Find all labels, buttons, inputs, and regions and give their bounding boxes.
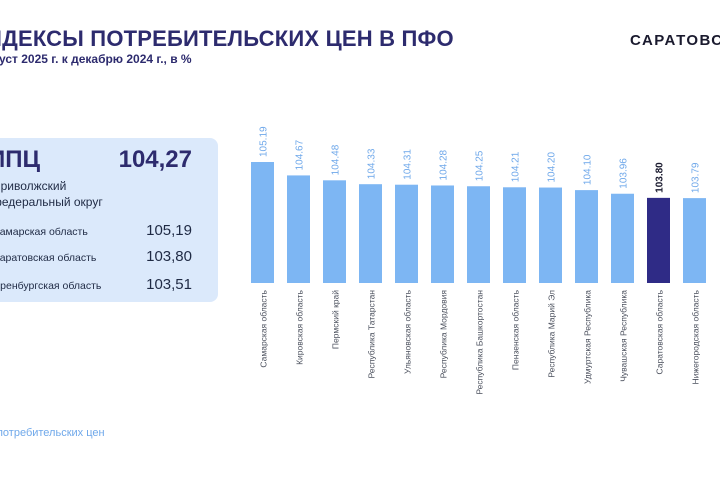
region-value: 103,51 [146,276,192,293]
bar-value-label: 104.31 [403,149,414,180]
bar-value-label: 103.96 [619,158,630,189]
category-label: Пензенская область [511,289,521,370]
category-label: Республика Башкортостан [475,290,485,395]
region-value: 103,80 [146,248,192,265]
region-name: Оренбургская область [0,280,102,292]
region-value: 105,19 [146,222,192,239]
ipc-value: 104,27 [118,146,192,173]
bar [539,187,562,283]
bar-value-label: 104.25 [475,150,486,181]
bar [683,198,706,283]
bar-value-label: 104.48 [331,144,342,175]
bar-value-label: 104.20 [547,152,558,183]
brand-logo-text: САРАТОВС [630,32,720,49]
bar [467,186,490,283]
summary-panel: ИПЦ 104,27 Приволжский федеральный округ… [0,138,218,302]
category-label: Самарская область [259,289,269,367]
bar [611,193,634,283]
bar [251,162,274,283]
bar [323,180,346,283]
page-subtitle: густ 2025 г. к декабрю 2024 г., в % [0,52,192,66]
bar-value-label: 104.10 [583,154,594,185]
ipc-label: ИПЦ [0,146,41,173]
bar [359,184,382,283]
category-label: Республика Татарстан [367,290,377,379]
category-label: Республика Мордовия [439,290,449,379]
region-name: Самарская область [0,226,88,238]
bar [395,184,418,283]
bar-value-label: 103.79 [691,162,702,193]
bar [503,187,526,283]
bar-value-label: 104.21 [511,151,522,182]
category-label: Кировская область [295,289,305,364]
category-label: Удмуртская Республика [583,290,593,384]
category-label: Пермский край [331,290,341,349]
bar [287,175,310,283]
bar [647,197,670,283]
bar [575,190,598,283]
category-label: Чувашская Республика [619,290,629,382]
bar-value-label: 103.80 [655,162,666,193]
region-name: Саратовская область [0,252,97,264]
category-label: Республика Марий Эл [547,290,557,378]
bar-value-label: 104.33 [367,148,378,179]
bar [431,185,454,283]
okrug-label: Приволжский федеральный округ [0,179,103,209]
bar-value-label: 105.19 [259,126,270,157]
bar-value-label: 104.67 [295,139,306,170]
page-title: НДЕКСЫ ПОТРЕБИТЕЛЬСКИХ ЦЕН В ПФО [0,26,454,51]
footer-caption: ы потребительских цен [0,427,105,439]
category-label: Нижегородская область [691,289,701,384]
category-label: Ульяновская область [403,289,413,374]
bar-value-label: 104.28 [439,149,450,180]
category-label: Саратовская область [655,289,665,374]
